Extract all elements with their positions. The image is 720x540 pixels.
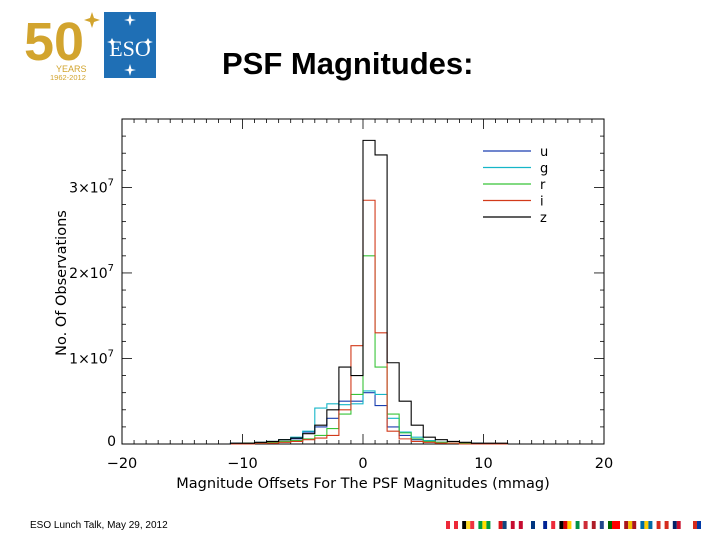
y-tick-label: 0 <box>107 434 116 450</box>
flag-stripe <box>624 521 629 529</box>
flag-stripe <box>446 521 450 529</box>
x-axis-label: Magnitude Offsets For The PSF Magnitudes… <box>176 476 550 492</box>
legend-label-z: z <box>540 211 547 226</box>
flag-stripe <box>676 521 681 529</box>
flag-stripe <box>632 521 637 529</box>
legend-label-i: i <box>540 195 544 210</box>
flag-stripe <box>494 521 499 529</box>
flag-stripe <box>575 521 580 529</box>
flag-stripe <box>599 521 604 529</box>
eso-logo-graphic: ESO <box>107 14 153 76</box>
flag-stripe <box>591 521 596 529</box>
y-axis-label: No. Of Observations <box>54 210 70 356</box>
flag-stripe <box>595 521 600 529</box>
logo-years-span: 1962-2012 <box>50 73 86 80</box>
flag-stripe <box>450 521 454 529</box>
flag-stripe <box>628 521 633 529</box>
flag-stripe <box>531 521 535 529</box>
flag-stripe <box>482 521 487 529</box>
x-tick-label: 0 <box>358 456 367 472</box>
flag-stripe <box>672 521 677 529</box>
flag-stripe <box>583 521 588 529</box>
x-tick-label: −20 <box>107 456 138 472</box>
flag-stripe <box>462 521 467 529</box>
x-tick-label: 20 <box>595 456 613 472</box>
x-tick-label: 10 <box>474 456 492 472</box>
legend-label-u: u <box>540 145 548 160</box>
eso-star-icon <box>107 38 117 46</box>
flag-stripe <box>502 521 507 529</box>
flag-stripe <box>551 521 556 529</box>
slide-title: PSF Magnitudes: <box>222 46 474 81</box>
series-line-i <box>122 199 508 445</box>
flag-stripe <box>454 521 458 529</box>
chart-axes: −20 −10 0 10 20 0 1×107 2×107 3×107 <box>69 118 613 472</box>
flag-stripe <box>697 521 701 529</box>
logo-years-text: YEARS <box>56 64 87 74</box>
flag-stripe <box>563 521 568 529</box>
y-tick-label: 1×107 <box>69 348 114 367</box>
flag-stripe <box>644 521 649 529</box>
flag-stripe <box>527 521 531 529</box>
y-tick-label: 3×107 <box>69 177 114 196</box>
flag-stripe <box>693 521 697 529</box>
eso-star-icon <box>124 64 136 76</box>
flag-stripe <box>616 521 620 529</box>
eso-logo-letters: ESO <box>109 36 151 61</box>
logo-star-icon <box>84 12 100 28</box>
flag-stripe <box>470 521 475 529</box>
flag-stripe <box>535 521 539 529</box>
member-state-flags <box>446 521 701 529</box>
legend-label-g: g <box>540 162 548 177</box>
eso-50-years-logo: 50 YEARS 1962-2012 <box>24 12 100 80</box>
flag-stripe <box>612 521 616 529</box>
eso-star-icon <box>124 14 136 26</box>
flag-stripe <box>510 521 515 529</box>
flag-stripe <box>648 521 653 529</box>
flag-stripe <box>664 521 669 529</box>
flag-stripe <box>498 521 503 529</box>
flag-stripe <box>689 521 693 529</box>
flag-stripe <box>660 521 665 529</box>
footer-talk-info: ESO Lunch Talk, May 29, 2012 <box>30 520 168 531</box>
flag-stripe <box>478 521 483 529</box>
flag-stripe <box>559 521 564 529</box>
series-line-z <box>122 139 509 445</box>
chart-series <box>122 139 509 445</box>
flag-stripe <box>640 521 645 529</box>
flag-stripe <box>518 521 523 529</box>
flag-stripe <box>466 521 471 529</box>
flag-stripe <box>486 521 491 529</box>
eso-logo: ESO <box>104 12 156 78</box>
flag-stripe <box>514 521 519 529</box>
flag-stripe <box>656 521 661 529</box>
x-tick-label: −10 <box>227 456 258 472</box>
flag-stripe <box>547 521 552 529</box>
flag-stripe <box>608 521 612 529</box>
y-tick-label: 2×107 <box>69 263 114 282</box>
flag-stripe <box>567 521 572 529</box>
flag-stripe <box>543 521 548 529</box>
flag-stripe <box>579 521 584 529</box>
flag-stripe <box>680 521 685 529</box>
logo-50-number: 50 <box>24 12 84 72</box>
legend-label-r: r <box>540 178 546 193</box>
eso-star-icon <box>143 38 153 46</box>
